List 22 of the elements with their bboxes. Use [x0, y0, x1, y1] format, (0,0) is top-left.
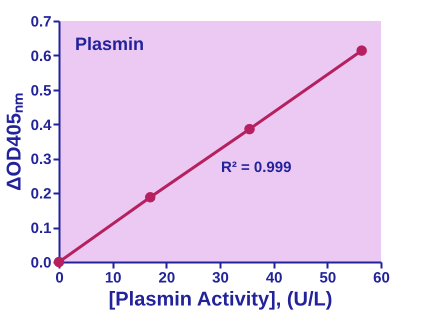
- x-tick-label: 10: [104, 270, 122, 286]
- point: [144, 192, 156, 203]
- y-tick-label: 0.1: [30, 220, 52, 238]
- y-tick-label: 0.3: [30, 151, 52, 168]
- point: [356, 45, 367, 56]
- y-tick-label: 0.0: [30, 254, 52, 272]
- x-tick-label: 0: [55, 270, 64, 286]
- x-tick-label: 30: [212, 270, 229, 286]
- y-tick-label: 0.5: [30, 82, 52, 100]
- x-tick-label: 60: [373, 270, 390, 286]
- point: [244, 124, 255, 134]
- x-tick-label: 20: [158, 270, 176, 286]
- annotation: Plasmin: [75, 34, 144, 54]
- y-tick-label: 0.4: [30, 116, 52, 134]
- x-tick-label: 50: [319, 270, 336, 286]
- y-tick-label: 0.2: [30, 186, 52, 203]
- annotation: R² = 0.999: [221, 159, 292, 176]
- y-tick-label: 0.7: [30, 14, 52, 30]
- y-tick-label: 0.6: [30, 48, 52, 65]
- x-tick-label: 40: [266, 270, 283, 286]
- x-axis-title: [Plasmin Activity], (U/L): [108, 288, 332, 310]
- y-axis-title: ΔOD405ₙₘ: [4, 93, 26, 191]
